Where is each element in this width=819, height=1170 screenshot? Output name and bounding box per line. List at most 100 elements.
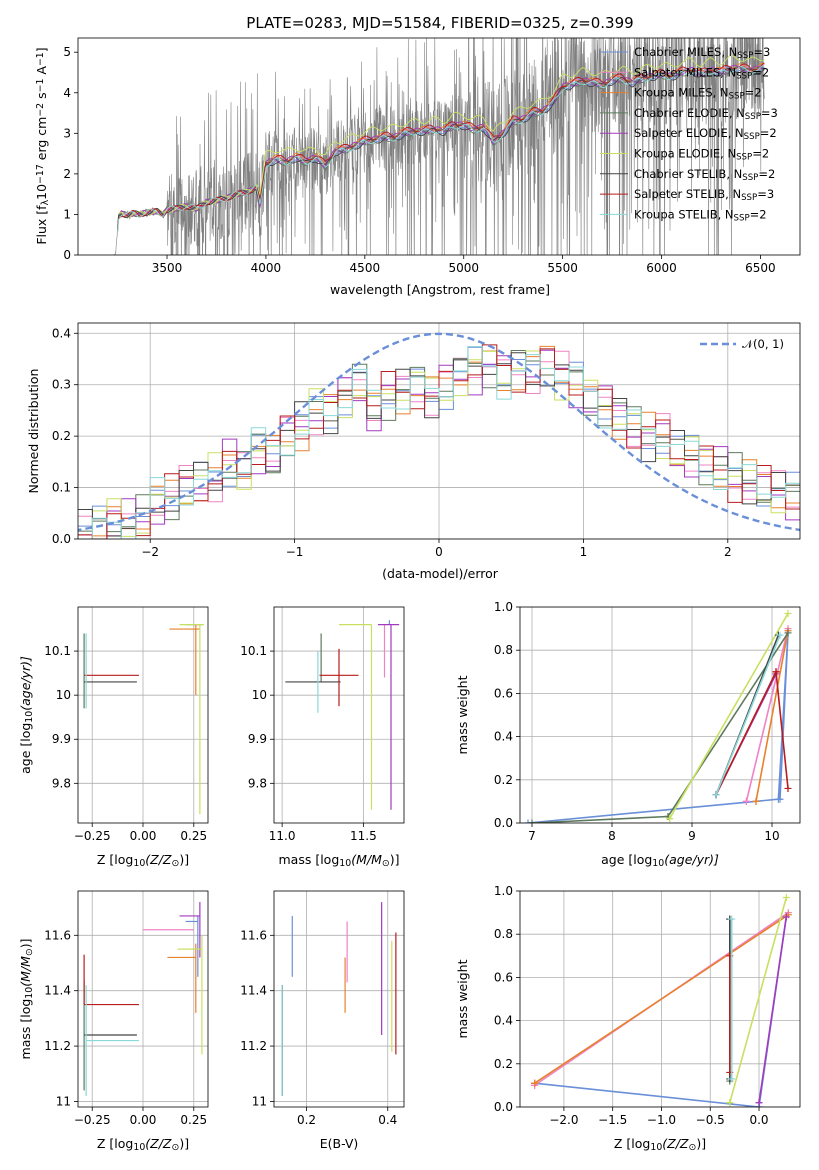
- x-axis-label-part: 10: [652, 858, 664, 869]
- weight-marker: [755, 1099, 763, 1107]
- y-axis-label-part: 10: [34, 184, 49, 200]
- legend-entry-spectrum-part: Salpeter STELIB, N: [634, 187, 741, 201]
- x-tick-label: 10: [764, 829, 779, 843]
- y-tick-label: 10.1: [44, 644, 71, 658]
- weight-line: [715, 634, 781, 796]
- x-axis-label-part: )]: [390, 852, 400, 867]
- y-axis-label-part: age [log: [18, 723, 33, 774]
- weight-marker: [728, 915, 736, 923]
- weight-marker: [784, 784, 792, 792]
- weight-marker: [782, 893, 790, 901]
- y-axis-label-part: ]: [34, 47, 49, 52]
- y-axis-label-part: λ: [40, 199, 51, 205]
- weight-line: [715, 668, 789, 796]
- y-axis-label-part: erg cm: [34, 117, 49, 165]
- x-tick-label: 0.4: [378, 1113, 397, 1127]
- legend-entry-spectrum-part: SSP: [734, 214, 750, 224]
- y-axis-label-part: 10: [24, 987, 35, 999]
- x-tick-label: 0: [435, 545, 443, 559]
- y-tick-label: 3: [63, 126, 71, 140]
- weight-marker: [726, 1099, 734, 1107]
- x-tick-label: 8: [608, 829, 616, 843]
- x-tick-label: 6500: [745, 261, 776, 275]
- plot-area-weight-vs-z: [520, 891, 800, 1107]
- x-tick-label: 3500: [152, 261, 183, 275]
- x-tick-label: 5000: [448, 261, 479, 275]
- x-tick-label: 11.0: [269, 829, 296, 843]
- legend-entry-spectrum-part: SSP: [736, 153, 752, 163]
- x-tick-label: −0.25: [74, 1113, 111, 1127]
- x-tick-label: 7: [528, 829, 536, 843]
- weight-line: [729, 897, 788, 1103]
- legend-entry-spectrum-part: =3: [757, 187, 774, 201]
- y-tick-label: 10.1: [240, 644, 267, 658]
- legend-entry-spectrum-part: =2: [750, 207, 767, 221]
- y-tick-label: 0.3: [52, 378, 71, 392]
- axes-frame-weight-vs-z: [519, 890, 801, 1108]
- legend-entry-normal: 𝒩(0, 1): [742, 337, 784, 351]
- weight-marker: [782, 913, 790, 921]
- axes-residuals: −2 −1 0 1 2 0.0 0.1 0.2 0.3 0.4 𝒩(0, 1) (data-model…: [26, 322, 801, 581]
- x-tick-label: 4000: [251, 261, 282, 275]
- y-axis-label-part: −1: [35, 52, 46, 66]
- normal-curve: [78, 332, 800, 532]
- y-tick-label: 0: [63, 248, 71, 262]
- y-axis-label-part: (M/M: [18, 956, 33, 987]
- x-axis-label-part: ⊙: [172, 858, 180, 869]
- axes-frame-age-vs-mass: [273, 606, 405, 824]
- y-tick-label: 4: [63, 86, 71, 100]
- legend-entry-spectrum-part: SSP: [737, 51, 753, 61]
- y-axis-label-part: −17: [35, 164, 46, 184]
- axes-frame-mass-vs-ebv: [273, 890, 405, 1108]
- y-tick-label: 11.6: [44, 928, 71, 942]
- y-axis-label-part: mass [log: [18, 999, 33, 1060]
- y-axis-label: mass [log10(M/M⊙)]: [18, 939, 35, 1060]
- y-tick-label: 11.6: [240, 928, 267, 942]
- axes-frame-weight-vs-age: [519, 606, 801, 824]
- x-axis-label-part: 10: [133, 858, 145, 869]
- y-axis-label-part: −2: [35, 103, 46, 117]
- x-axis-label-part: 10: [133, 1142, 145, 1153]
- legend-entry-spectrum-part: SSP: [745, 112, 761, 122]
- x-axis-label: Z [log10(Z/Z⊙)]: [97, 852, 189, 869]
- legend-entry-spectrum-part: SSP: [736, 72, 752, 82]
- y-tick-label: 9.9: [52, 732, 71, 746]
- legend-entry-spectrum: Chabrier MILES, NSSP=3: [634, 45, 770, 61]
- y-axis-label-part: )]: [18, 939, 33, 949]
- y-axis-label: Normed distribution: [26, 369, 41, 494]
- plot-area-mass-vs-ebv: [274, 891, 404, 1107]
- legend-entry-spectrum-part: =2: [752, 147, 769, 161]
- y-tick-label: 0.2: [494, 773, 513, 787]
- y-tick-label: 0.8: [494, 927, 513, 941]
- legend-entry-spectrum-part: =2: [752, 65, 769, 79]
- x-tick-label: 2: [724, 545, 732, 559]
- legend-entry-spectrum-part: SSP: [741, 193, 757, 203]
- weight-marker: [531, 1079, 539, 1087]
- weight-marker: [772, 668, 780, 676]
- weight-line: [527, 632, 789, 823]
- x-tick-label: 0.0: [749, 1113, 768, 1127]
- y-axis-label: age [log10(age/yr)]: [18, 656, 35, 774]
- weight-marker: [524, 819, 532, 823]
- y-tick-label: 0.0: [52, 532, 71, 546]
- x-tick-label: 5500: [547, 261, 578, 275]
- axes-frame-mass-vs-z: [77, 890, 209, 1108]
- x-axis-label-part: )]: [179, 852, 189, 867]
- legend-entry-spectrum-part: Kroupa ELODIE, N: [634, 147, 736, 161]
- legend-entry-spectrum: Kroupa ELODIE, NSSP=2: [634, 147, 769, 163]
- x-axis-label-part: (M/M: [351, 852, 382, 867]
- y-tick-label: 11: [56, 1094, 71, 1108]
- legend-entry-spectrum: Salpeter ELODIE, NSSP=2: [634, 126, 777, 142]
- legend-entry-spectrum-part: =3: [753, 45, 770, 59]
- y-axis-label-part: s: [34, 92, 49, 103]
- x-tick-label: −1.5: [598, 1113, 627, 1127]
- axes-frame-residuals: [77, 322, 801, 540]
- y-tick-label: 1.0: [494, 600, 513, 614]
- y-tick-label: 5: [63, 45, 71, 59]
- histogram-step: [78, 352, 800, 537]
- y-tick-label: 0.2: [52, 429, 71, 443]
- legend-entry-spectrum-part: =3: [761, 106, 778, 120]
